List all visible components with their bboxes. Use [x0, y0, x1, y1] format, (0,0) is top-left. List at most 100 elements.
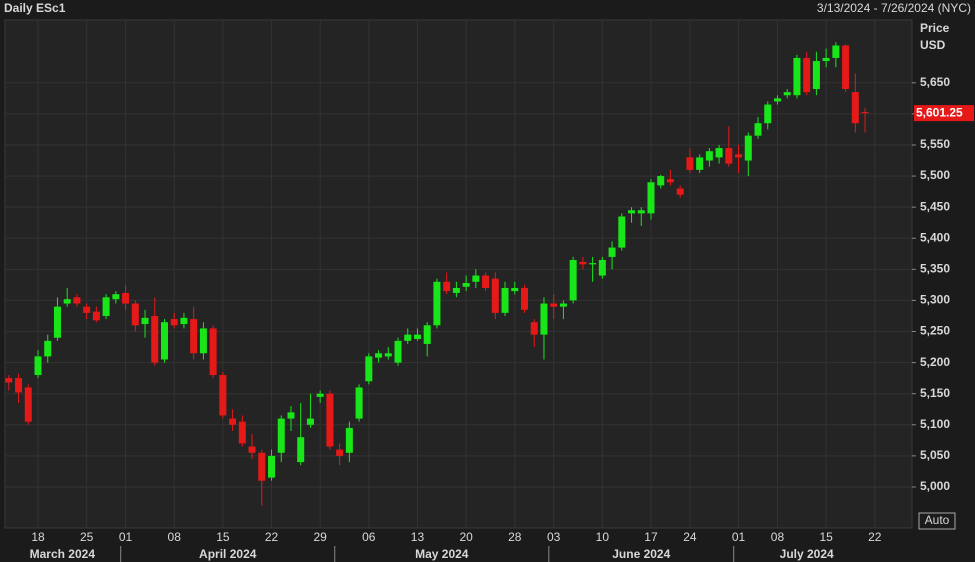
candle-body [180, 317, 188, 325]
candle-body [102, 297, 110, 316]
candle-body [63, 299, 71, 304]
month-label: April 2024 [199, 547, 257, 561]
candle-body [598, 260, 606, 276]
candle-body [24, 387, 32, 422]
x-tick-label: 28 [508, 530, 522, 544]
y-unit: USD [920, 38, 946, 52]
candle-body [229, 418, 237, 425]
month-label: March 2024 [30, 547, 96, 561]
candle-body [297, 437, 305, 463]
candle-body [423, 325, 431, 344]
y-tick-label: 5,500 [920, 168, 950, 182]
x-tick-label: 15 [216, 530, 230, 544]
candle-body [842, 45, 850, 90]
x-tick-label: 01 [119, 530, 133, 544]
x-tick-label: 03 [547, 530, 561, 544]
y-tick-label: 5,250 [920, 324, 950, 338]
candle-body [92, 311, 100, 321]
candle-body [44, 340, 52, 357]
candle-body [433, 281, 441, 326]
x-tick-label: 17 [644, 530, 658, 544]
candle-body [559, 303, 567, 307]
x-tick-label: 22 [868, 530, 882, 544]
y-tick-label: 5,400 [920, 230, 950, 244]
x-tick-label: 10 [596, 530, 610, 544]
candle-body [793, 57, 801, 96]
candle-body [34, 356, 42, 376]
candle-body [530, 322, 538, 335]
candle-body [219, 375, 227, 416]
plot-area [4, 19, 913, 529]
x-tick-label: 15 [819, 530, 833, 544]
candle-body [725, 148, 733, 164]
candle-body [832, 45, 840, 58]
candle-body [15, 378, 23, 393]
candle-body [394, 340, 402, 363]
x-tick-label: 08 [771, 530, 785, 544]
candle-body [287, 412, 295, 419]
candle-body [190, 319, 198, 354]
candle-body [754, 123, 762, 136]
y-tick-label: 5,300 [920, 293, 950, 307]
y-tick-label: 5,100 [920, 417, 950, 431]
candle-body [316, 393, 324, 397]
candle-body [345, 427, 353, 453]
candle-body [404, 334, 412, 341]
candle-body [472, 275, 480, 282]
candle-body [628, 210, 636, 214]
candle-body [336, 449, 344, 456]
x-tick-label: 20 [459, 530, 473, 544]
date-range: 3/13/2024 - 7/26/2024 (NYC) [817, 1, 971, 15]
y-tick-label: 5,650 [920, 75, 950, 89]
month-label: June 2024 [612, 547, 670, 561]
candle-body [861, 112, 869, 114]
candle-body [384, 353, 392, 357]
chart-title: Daily ESc1 [4, 1, 66, 15]
x-tick-label: 29 [313, 530, 327, 544]
x-tick-label: 22 [265, 530, 279, 544]
candle-body [676, 188, 684, 195]
x-tick-label: 06 [362, 530, 376, 544]
candle-body [151, 315, 159, 363]
candle-body [131, 303, 139, 326]
candle-body [122, 292, 130, 304]
candle-body [540, 303, 548, 335]
candle-body [686, 157, 694, 170]
candle-body [511, 287, 519, 292]
candle-body [413, 334, 421, 339]
y-tick-label: 5,000 [920, 479, 950, 493]
candle-body [803, 57, 811, 93]
candle-body [657, 176, 665, 186]
candle-body [326, 393, 334, 447]
candle-body [5, 378, 13, 383]
month-label: May 2024 [415, 547, 469, 561]
y-tick-label: 5,050 [920, 448, 950, 462]
candle-body [501, 287, 509, 313]
candle-body [608, 247, 616, 257]
candle-body [83, 306, 91, 313]
last-price-box [914, 105, 974, 122]
candle-body [715, 148, 723, 158]
x-tick-label: 01 [732, 530, 746, 544]
candle-body [647, 182, 655, 214]
x-tick-label: 24 [683, 530, 697, 544]
candle-body [822, 57, 830, 62]
candle-body [744, 135, 752, 161]
auto-button[interactable] [918, 512, 956, 530]
candle-body [238, 421, 246, 444]
candle-body [443, 281, 451, 292]
candle-body [783, 92, 791, 96]
last-price-label: 5,601.25 [916, 105, 963, 119]
candle-body [277, 418, 285, 453]
x-tick-label: 08 [168, 530, 182, 544]
y-label: Price [920, 21, 950, 35]
y-tick-label: 5,550 [920, 137, 950, 151]
candle-body [773, 98, 781, 102]
auto-button-label[interactable]: Auto [925, 513, 950, 527]
candle-body [521, 287, 528, 310]
x-tick-label: 25 [80, 530, 94, 544]
candle-body [666, 179, 674, 183]
candle-body [355, 387, 363, 419]
candle-body [589, 263, 597, 265]
